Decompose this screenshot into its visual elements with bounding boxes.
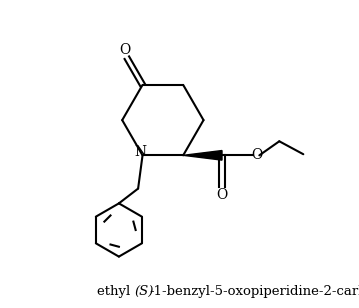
Text: O: O bbox=[119, 43, 130, 57]
Text: O: O bbox=[216, 188, 228, 201]
Text: ethyl: ethyl bbox=[97, 285, 135, 298]
Polygon shape bbox=[183, 151, 222, 160]
Text: -1-benzyl-5-oxopiperidine-2-carboxylate: -1-benzyl-5-oxopiperidine-2-carboxylate bbox=[149, 285, 359, 298]
Text: N: N bbox=[135, 145, 147, 159]
Text: (S): (S) bbox=[135, 285, 154, 298]
Text: O: O bbox=[252, 148, 263, 162]
